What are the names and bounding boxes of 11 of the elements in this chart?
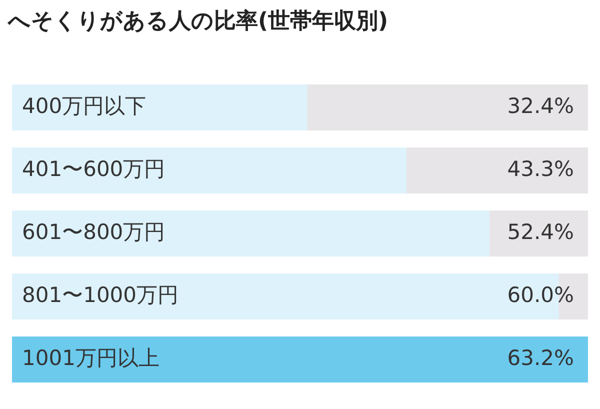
y-tick-label: 1001万円以上 <box>22 346 160 370</box>
y-tick-label: 801〜1000万円 <box>22 282 179 307</box>
data-label: 43.3% <box>507 156 574 181</box>
y-tick-label: 601〜800万円 <box>22 220 166 244</box>
y-tick-label: 401〜600万円 <box>22 156 166 181</box>
y-tick-label: 400万円以下 <box>22 94 146 118</box>
data-label: 63.2% <box>507 346 574 370</box>
data-label: 60.0% <box>507 282 574 307</box>
data-label: 52.4% <box>507 220 574 244</box>
data-label: 32.4% <box>507 94 574 118</box>
chart-title: へそくりがある人の比率(世帯年収別) <box>8 8 388 36</box>
